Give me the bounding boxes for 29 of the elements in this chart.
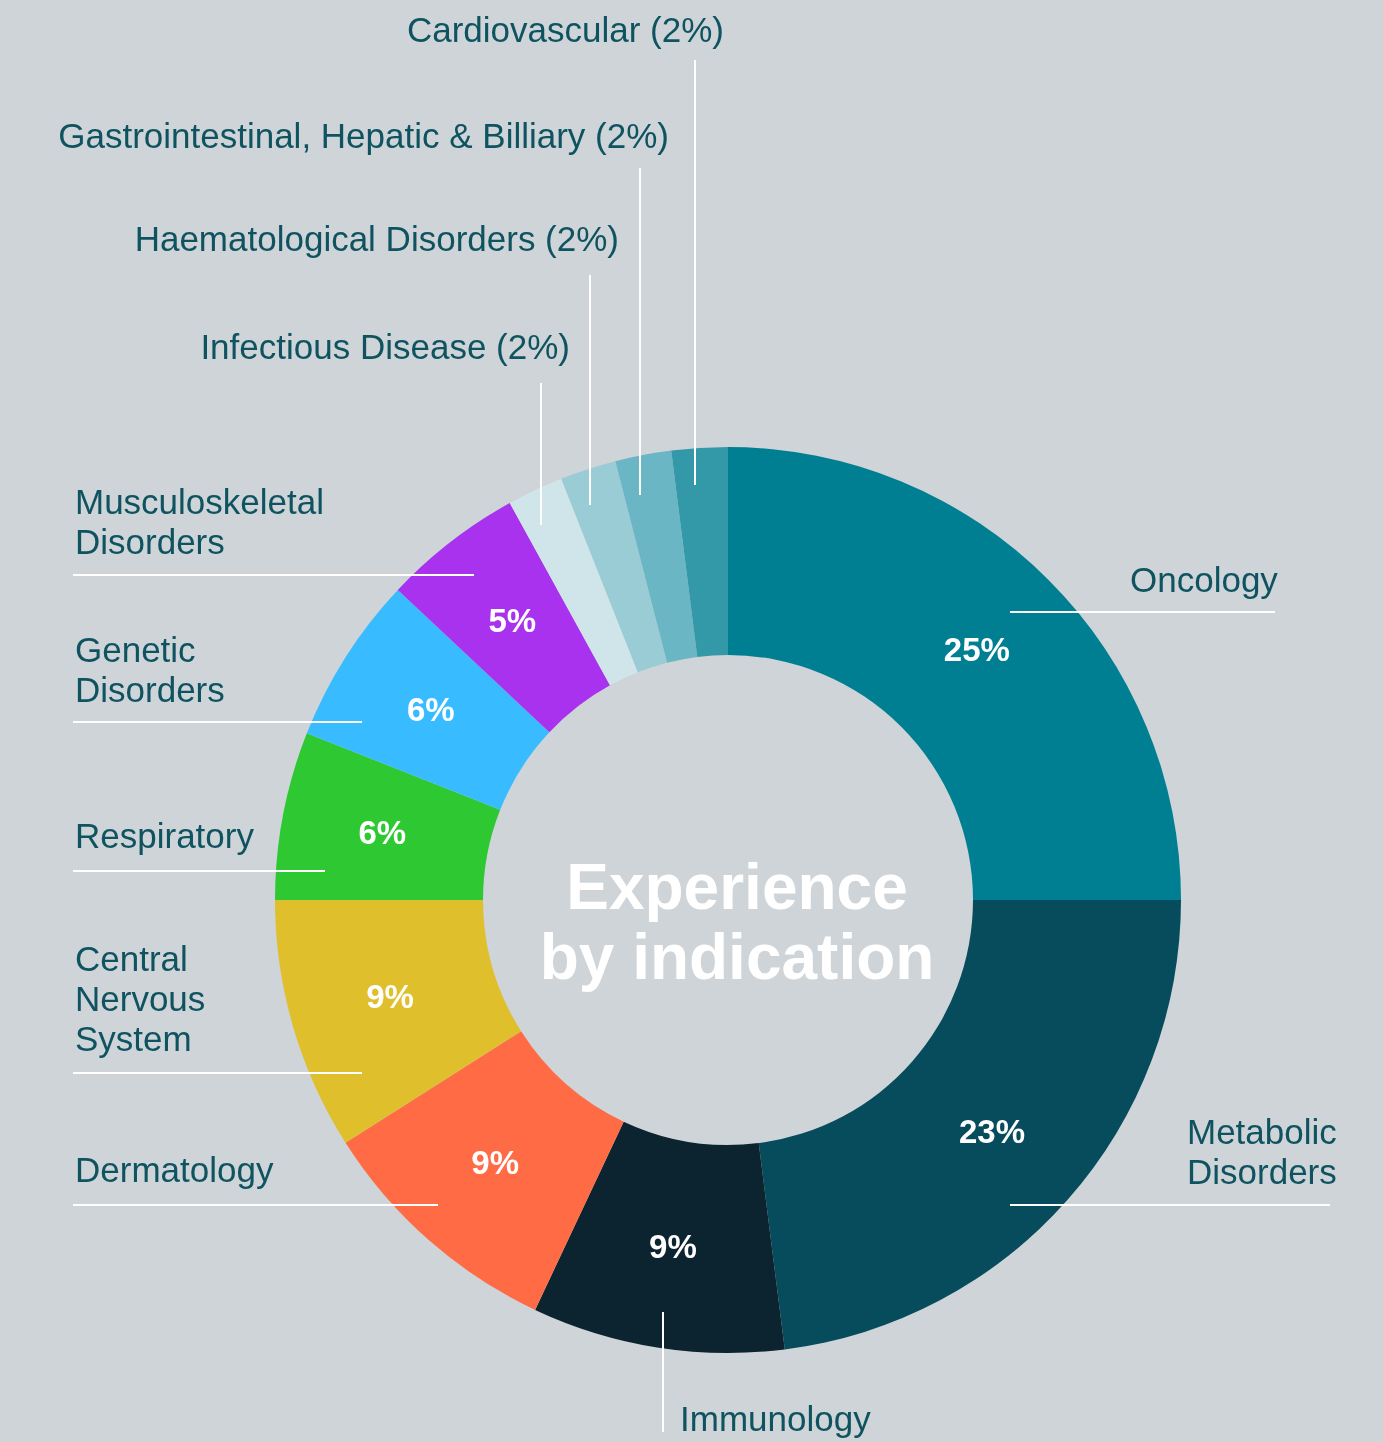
data-label: 6% — [358, 814, 407, 852]
donut-slice — [535, 1121, 785, 1353]
data-label: 23% — [959, 1112, 1026, 1150]
donut-slice — [671, 447, 728, 657]
slice-label: Musculoskeletal Disorders — [75, 482, 324, 561]
data-label: 9% — [649, 1227, 697, 1265]
slice-label: Genetic Disorders — [75, 630, 225, 709]
slice-label: Cardiovascular (2%) — [406, 10, 724, 49]
slice-label: Metabolic Disorders — [1187, 1112, 1337, 1191]
donut-slice — [615, 450, 698, 663]
slice-label: Infectious Disease (2%) — [200, 327, 570, 366]
slice-label: Immunology — [680, 1399, 872, 1438]
data-label: 9% — [471, 1144, 520, 1182]
donut-slice — [275, 733, 501, 900]
slice-label: Respiratory — [75, 816, 255, 855]
donut-slice — [306, 589, 550, 810]
donut-slice — [345, 1031, 624, 1310]
slice-label: Haematological Disorders (2%) — [134, 219, 619, 258]
data-label: 9% — [366, 978, 414, 1016]
donut-slice — [561, 461, 668, 673]
slice-label: Dermatology — [75, 1150, 274, 1189]
donut-slice — [397, 503, 610, 733]
data-label: 25% — [943, 631, 1010, 669]
slice-label: Gastrointestinal, Hepatic & Billiary (2%) — [58, 116, 669, 155]
slice-label: Central Nervous System — [75, 939, 206, 1058]
data-label: 6% — [406, 691, 455, 729]
donut-slice — [275, 900, 522, 1143]
data-label: 5% — [488, 601, 537, 639]
slice-label: Oncology — [1130, 560, 1279, 599]
